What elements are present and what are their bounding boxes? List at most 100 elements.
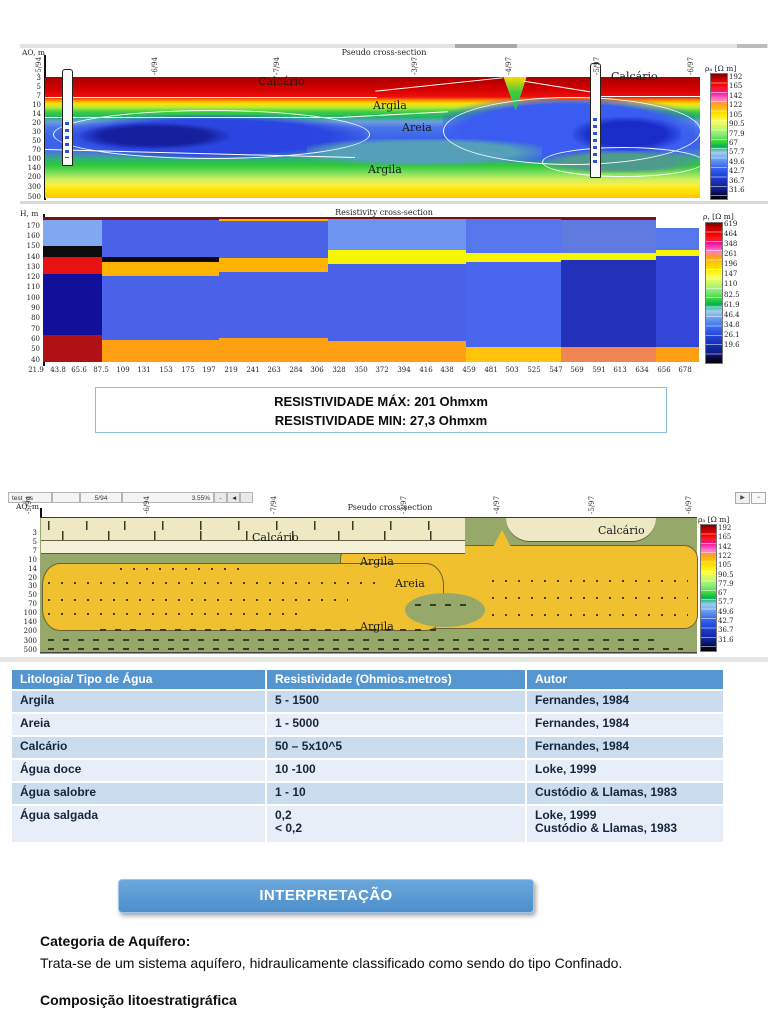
resistivity-block (102, 262, 219, 276)
sand-dots (492, 597, 688, 599)
resistivity-block (43, 274, 102, 335)
chart2-h-tick: 80 (31, 314, 40, 322)
chart2-x-tick: 503 (505, 366, 519, 374)
chart1-depth-tick: 200 (27, 173, 41, 181)
chart1-layer-label: Argila (368, 163, 402, 176)
lithostratigraphy-heading: Composição litoestratigráfica (40, 992, 237, 1008)
resistivity-block (219, 219, 328, 221)
scrollbar-thumb[interactable] (455, 44, 517, 48)
chart2-colorbar-tick: 464 (724, 230, 738, 238)
geology-limestone-lower (41, 541, 465, 553)
chart1-colorbar (710, 73, 728, 200)
table-cell: 0,2 < 0,2 (267, 806, 527, 842)
chart2-x-tick: 131 (137, 366, 151, 374)
chart3-toolbar: test_ps 5/94 3.55% - ◄ (8, 492, 253, 503)
resistivity-block (561, 260, 656, 347)
chart1-colorbar-tick: 36.7 (729, 177, 745, 185)
sand-dots (48, 582, 378, 584)
chart2-h-tick: 70 (31, 325, 40, 333)
chart1-colorbar-tick: 49.6 (729, 158, 745, 166)
toolbar-page-cell: 5/94 (80, 492, 122, 503)
chart3-colorbar-tick: 142 (718, 543, 732, 551)
chart1-colorbar-tick: 142 (729, 92, 743, 100)
chart2-x-tick: 613 (613, 366, 627, 374)
chart2-h-tick: 120 (26, 273, 40, 281)
resistivity-block (656, 228, 699, 250)
toolbar-empty-cell (52, 492, 80, 503)
chart1-depth-tick: 300 (27, 183, 41, 191)
chart2-x-tick: 284 (289, 366, 303, 374)
chart2-x-tick: 591 (592, 366, 606, 374)
chart3-colorbar-tick: 57.7 (718, 598, 734, 606)
clay-dashes (415, 604, 475, 606)
resistivity-block (219, 221, 328, 258)
chart2-colorbar-tick: 61.9 (724, 301, 740, 309)
resistivity-block (43, 220, 102, 246)
table-row: Argila 5 - 1500 Fernandes, 1984 (12, 691, 725, 714)
sand-dots (120, 568, 250, 570)
chart3-depth-tick: 500 (23, 646, 37, 654)
table-cell: Fernandes, 1984 (527, 714, 725, 735)
table-cell: Água salgada (12, 806, 267, 842)
chart3-colorbar-tick: 36.7 (718, 626, 734, 634)
chart3-title: Pseudo cross-section (347, 503, 433, 512)
chart2-h-tick: 170 (26, 222, 40, 230)
chart2-x-tick: 547 (549, 366, 563, 374)
chart3-baseline (40, 652, 697, 654)
resistivity-summary-box: RESISTIVIDADE MÁX: 201 Ohmxm RESISTIVIDA… (95, 387, 667, 433)
chart3-depth-tick: 140 (23, 618, 37, 626)
chart1-layer-label: Calcário (611, 70, 658, 83)
page-back-button[interactable]: ◄ (227, 492, 240, 503)
chart1-depth-tick: 30 (32, 128, 41, 136)
interpretation-button[interactable]: INTERPRETAÇÃO (118, 879, 534, 913)
geology-sand-lens (42, 563, 444, 631)
chart3-depth-tick: 5 (32, 538, 37, 546)
resistivity-block (466, 219, 561, 253)
chart2-colorbar-title: ρ, [Ω m] (703, 212, 734, 221)
chart2-x-tick: 219 (224, 366, 238, 374)
chart1-colorbar-tick: 42.7 (729, 167, 745, 175)
zoom-out-button[interactable]: - (214, 492, 227, 503)
resistivity-block (43, 246, 102, 257)
resistivity-block (656, 256, 699, 347)
table-header-row: Litologia/ Tipo de Água Resistividade (O… (12, 670, 725, 691)
chart3-layer-label: Argila (360, 555, 394, 568)
chart1-depth-tick: 500 (27, 193, 41, 201)
chart1-colorbar-tick: 77.9 (729, 130, 745, 138)
resistivity-block (219, 258, 328, 272)
chart1-colorbar-tick: 105 (729, 111, 743, 119)
minimize-button[interactable]: − (751, 492, 766, 504)
chart3-layer-label: Argila (360, 620, 394, 633)
geology-limestone-line (41, 540, 465, 541)
clay-dashes (48, 648, 683, 650)
geology-limestone-lens (506, 518, 656, 542)
resistivity-block (561, 217, 656, 220)
resistivity-block (328, 341, 466, 362)
scrollbar-thumb[interactable] (737, 44, 767, 48)
chart3-colorbar-tick: 77.9 (718, 580, 734, 588)
chart2-colorbar-tick: 34.8 (724, 321, 740, 329)
scrollbar-strip[interactable] (20, 44, 768, 48)
chart2-x-tick: 394 (397, 366, 411, 374)
resistivity-block (43, 217, 219, 220)
chart3-colorbar-tick: 49.6 (718, 608, 734, 616)
resistivity-block (102, 340, 219, 362)
chart2-x-tick: 569 (570, 366, 584, 374)
chart3-depth-tick: 3 (32, 529, 37, 537)
chart2-x-tick: 459 (462, 366, 476, 374)
chart2-colorbar-tick: 26.1 (724, 331, 740, 339)
chart3-depth-tick: 30 (28, 582, 37, 590)
table-row: Areia 1 - 5000 Fernandes, 1984 (12, 714, 725, 737)
toolbar-blank-button[interactable] (240, 492, 253, 503)
chart2-h-tick: 110 (26, 283, 40, 291)
chart3-colorbar-tick: 122 (718, 552, 732, 560)
table-cell: Argila (12, 691, 267, 712)
chart2-h-tick: 90 (31, 304, 40, 312)
resistivity-block (328, 219, 466, 250)
table-cell: Água doce (12, 760, 267, 781)
chart2-x-tick: 634 (635, 366, 649, 374)
play-button[interactable]: ▶ (735, 492, 750, 504)
